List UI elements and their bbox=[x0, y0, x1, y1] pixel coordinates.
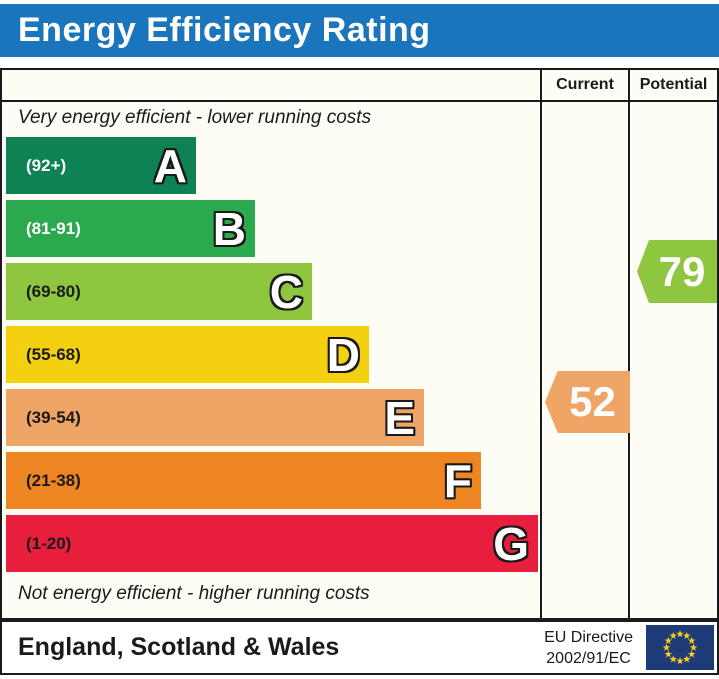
potential-column-divider bbox=[628, 70, 630, 618]
eu-directive-line2: 2002/91/EC bbox=[546, 649, 631, 667]
current-column-divider bbox=[540, 70, 542, 618]
band-g-range: (1-20) bbox=[26, 533, 72, 553]
region-label: England, Scotland & Wales bbox=[18, 633, 340, 661]
band-b-letter: B bbox=[212, 202, 246, 255]
band-c: (69-80) C bbox=[6, 263, 312, 320]
band-g-letter: G bbox=[493, 517, 529, 570]
band-a-range: (92+) bbox=[26, 155, 67, 175]
band-c-range: (69-80) bbox=[26, 281, 81, 301]
eu-directive-label: EU Directive 2002/91/EC bbox=[544, 627, 633, 669]
title-bar: Energy Efficiency Rating bbox=[0, 4, 719, 57]
band-a-letter: A bbox=[153, 139, 187, 192]
band-e: (39-54) E bbox=[6, 389, 424, 446]
band-f: (21-38) F bbox=[6, 452, 481, 509]
band-d-letter: D bbox=[326, 328, 360, 381]
column-header-potential: Potential bbox=[639, 76, 708, 93]
band-f-letter: F bbox=[443, 454, 472, 507]
top-note: Very energy efficient - lower running co… bbox=[18, 107, 372, 128]
column-header-current: Current bbox=[556, 76, 614, 93]
eu-directive-line1: EU Directive bbox=[544, 628, 633, 646]
rating-bands: (92+) A (81-91) B (69-80) C (55-68) D (3… bbox=[6, 137, 538, 578]
band-b-range: (81-91) bbox=[26, 218, 81, 238]
page-title: Energy Efficiency Rating bbox=[18, 11, 431, 49]
band-a: (92+) A bbox=[6, 137, 196, 194]
current-marker: 52 bbox=[545, 371, 630, 433]
eu-flag-icon bbox=[646, 625, 714, 670]
band-c-letter: C bbox=[269, 265, 303, 318]
bottom-note: Not energy efficient - higher running co… bbox=[18, 583, 370, 604]
band-b: (81-91) B bbox=[6, 200, 255, 257]
band-e-range: (39-54) bbox=[26, 407, 81, 427]
footer: England, Scotland & Wales EU Directive 2… bbox=[0, 620, 719, 675]
band-f-range: (21-38) bbox=[26, 470, 81, 490]
band-e-letter: E bbox=[384, 391, 415, 444]
current-value: 52 bbox=[569, 378, 616, 425]
band-d-range: (55-68) bbox=[26, 344, 81, 364]
band-d: (55-68) D bbox=[6, 326, 369, 383]
energy-rating-chart: Current Potential Very energy efficient … bbox=[0, 68, 719, 620]
potential-marker: 79 bbox=[637, 240, 717, 303]
potential-value: 79 bbox=[658, 247, 706, 295]
band-g: (1-20) G bbox=[6, 515, 538, 572]
column-header-row: Current Potential bbox=[2, 70, 717, 102]
